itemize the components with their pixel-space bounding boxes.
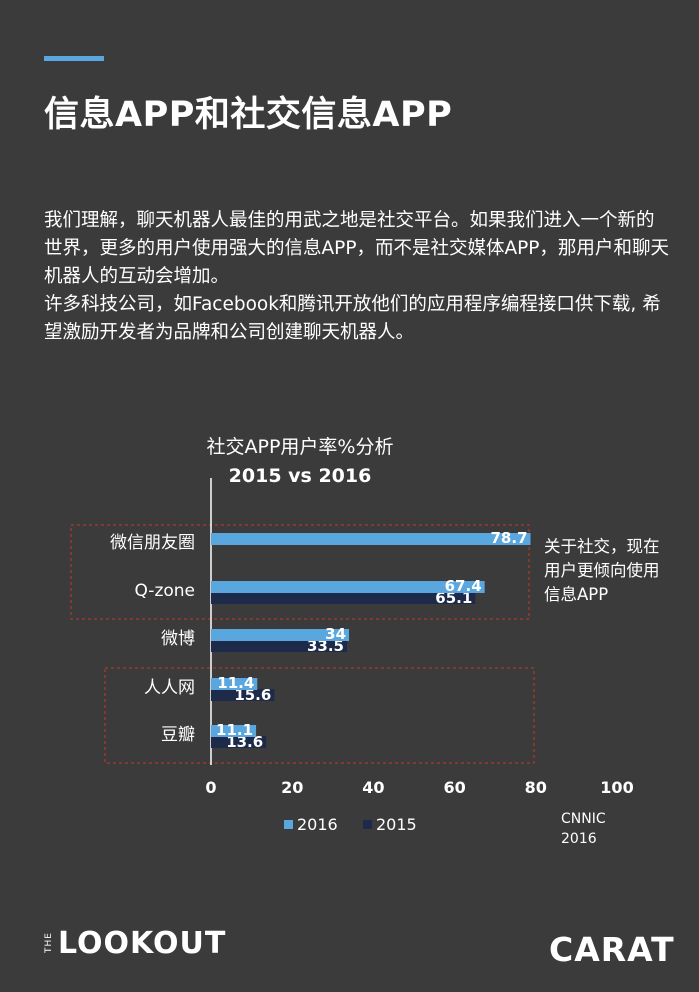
legend-label-2015: 2015 — [376, 815, 417, 834]
x-tick-label: 100 — [600, 778, 633, 797]
chart-subtitle: 2015 vs 2016 — [228, 465, 372, 487]
body-text: 我们理解，聊天机器人最佳的用武之地是社交平台。如果我们进入一个新的世界，更多的用… — [44, 207, 669, 347]
category-label: 豆瓣 — [161, 725, 195, 745]
chart-title: 社交APP用户率%分析 — [206, 436, 394, 458]
body-paragraph-2: 许多科技公司，如Facebook和腾讯开放他们的应用程序编程接口供下载, 希望激… — [44, 294, 661, 343]
data-label-2016: 11.1 — [216, 721, 253, 739]
title-accent-line — [44, 56, 104, 61]
category-label: 人人网 — [144, 678, 195, 698]
chart-annotation: 关于社交，现在用户更倾向使用信息APP — [544, 537, 660, 604]
x-tick-label: 40 — [362, 778, 384, 797]
data-label-2015: 15.6 — [234, 686, 271, 704]
bar-2015 — [211, 640, 348, 652]
lookout-logo-prefix: THE — [44, 932, 54, 953]
legend-swatch-2015 — [363, 820, 372, 829]
bar-2015 — [211, 736, 267, 748]
bar-2015 — [211, 592, 476, 604]
category-label: 微信朋友圈 — [110, 533, 195, 553]
bar-2016 — [211, 725, 257, 737]
x-tick-label: 80 — [525, 778, 547, 797]
legend-swatch-2016 — [284, 820, 293, 829]
bar-2016 — [211, 678, 258, 690]
carat-logo: CARAT — [549, 930, 675, 969]
bar-2015 — [211, 689, 275, 701]
body-paragraph-1: 我们理解，聊天机器人最佳的用武之地是社交平台。如果我们进入一个新的世界，更多的用… — [44, 210, 669, 287]
bar-2016 — [211, 581, 485, 593]
data-label-2015: 33.5 — [307, 637, 344, 655]
group-box-top — [70, 524, 530, 620]
group-box-bottom — [104, 667, 535, 764]
data-label-2016: 67.4 — [445, 577, 482, 595]
data-label-2015: 65.1 — [435, 589, 472, 607]
data-label-2016: 78.7 — [491, 529, 528, 547]
bar-2016 — [211, 629, 350, 641]
data-label-2016: 11.4 — [217, 674, 254, 692]
page-title: 信息APP和社交信息APP — [44, 95, 453, 135]
legend-label-2016: 2016 — [297, 815, 338, 834]
source-year: 2016 — [561, 831, 597, 847]
bar-2016 — [211, 533, 531, 545]
category-label: Q-zone — [134, 581, 195, 601]
x-tick-label: 20 — [281, 778, 303, 797]
lookout-logo-word: LOOKOUT — [58, 926, 227, 961]
source-note: CNNIC 2016 — [561, 809, 606, 849]
data-label-2015: 13.6 — [226, 733, 263, 751]
x-tick-label: 60 — [443, 778, 465, 797]
x-tick-label: 0 — [205, 778, 216, 797]
source-name: CNNIC — [561, 811, 606, 827]
data-label-2016: 34 — [325, 625, 346, 643]
category-label: 微博 — [161, 629, 195, 649]
